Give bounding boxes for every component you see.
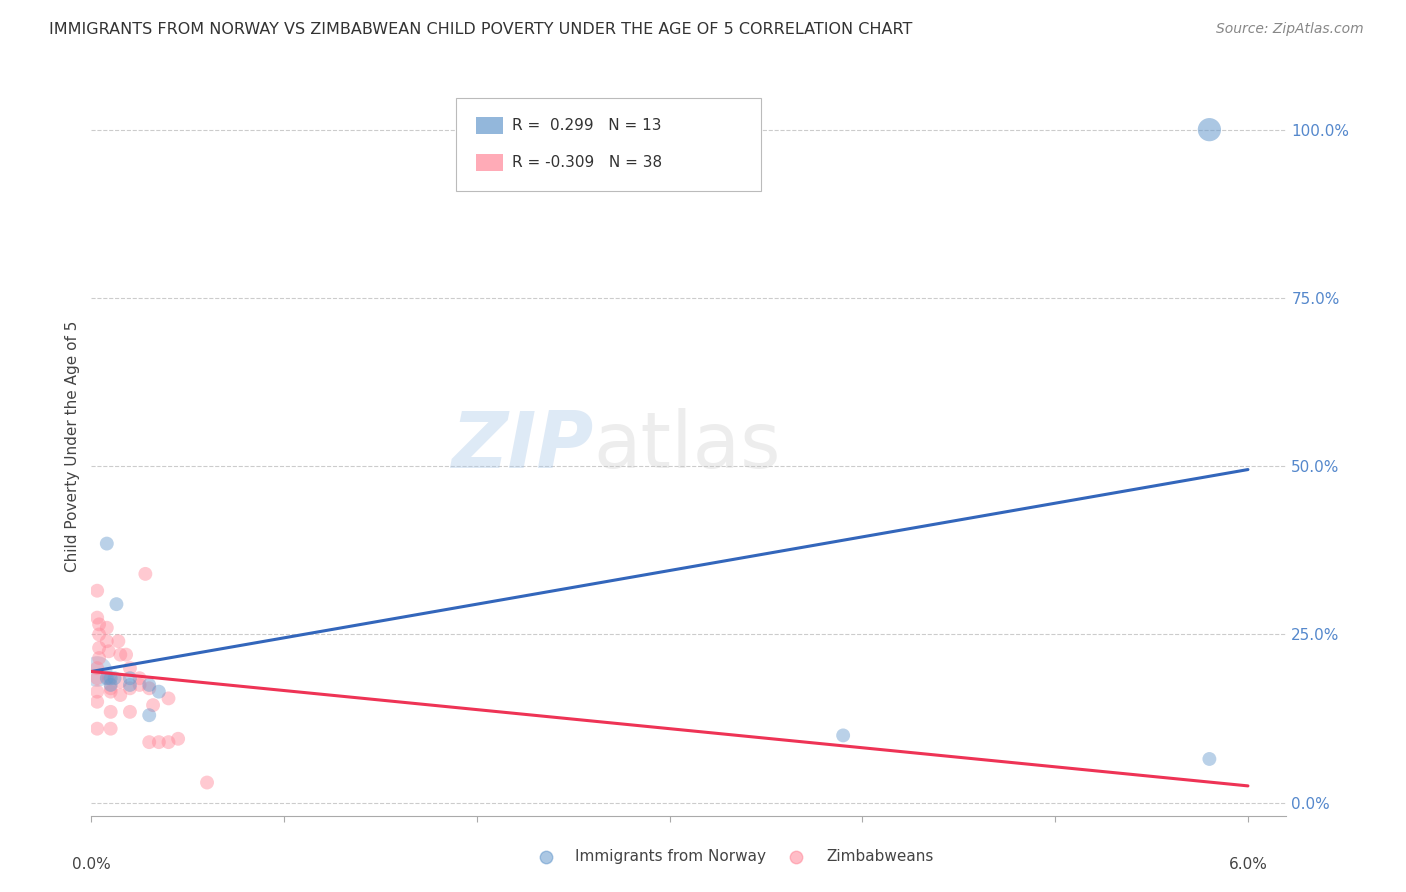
Point [138, 708, 160, 723]
Point [138, 735, 160, 749]
Point [100, 705, 122, 719]
Point [100, 671, 122, 685]
Text: Immigrants from Norway: Immigrants from Norway [575, 849, 766, 864]
Point [138, 678, 160, 692]
Point [96, 634, 118, 648]
Point [96, 536, 118, 550]
Point [118, 681, 141, 696]
Text: IMMIGRANTS FROM NORWAY VS ZIMBABWEAN CHILD POVERTY UNDER THE AGE OF 5 CORRELATIO: IMMIGRANTS FROM NORWAY VS ZIMBABWEAN CHI… [49, 22, 912, 37]
Point [142, 698, 165, 712]
Point [118, 678, 141, 692]
Point [87, 651, 110, 665]
Point [96, 671, 118, 685]
Point [86, 583, 108, 598]
Point [97, 671, 120, 685]
Point [86, 665, 108, 679]
Point [100, 678, 122, 692]
Text: Zimbabweans: Zimbabweans [827, 849, 934, 864]
Point [118, 661, 141, 675]
Text: R = -0.309   N = 38: R = -0.309 N = 38 [512, 155, 662, 170]
Point [128, 671, 150, 685]
Text: R =  0.299   N = 13: R = 0.299 N = 13 [512, 118, 662, 133]
Point [105, 597, 128, 611]
Point [86, 722, 108, 736]
Point [86, 695, 108, 709]
Point [87, 640, 110, 655]
Point [118, 705, 141, 719]
Point [86, 684, 108, 698]
Point [110, 674, 132, 689]
Point [134, 566, 156, 581]
Text: 6.0%: 6.0% [1229, 857, 1267, 871]
Point [110, 688, 132, 702]
Bar [477, 154, 502, 170]
Point [87, 627, 110, 641]
Point [128, 678, 150, 692]
Point [100, 681, 122, 696]
Point [86, 610, 108, 624]
Point [138, 681, 160, 696]
Point [148, 684, 170, 698]
Point [1198, 122, 1220, 136]
Point [100, 722, 122, 736]
Bar [477, 117, 502, 134]
Point [157, 735, 180, 749]
Point [115, 648, 138, 662]
Point [96, 621, 118, 635]
Text: atlas: atlas [593, 408, 780, 484]
Point [157, 691, 180, 706]
Point [107, 634, 129, 648]
Point [148, 735, 170, 749]
Point [87, 617, 110, 632]
FancyBboxPatch shape [456, 98, 761, 191]
Text: ZIP: ZIP [451, 408, 593, 484]
Point [167, 731, 190, 746]
Point [97, 644, 120, 658]
Point [1198, 752, 1220, 766]
Point [103, 671, 125, 685]
Point [86, 661, 108, 675]
Point [118, 671, 141, 685]
Y-axis label: Child Poverty Under the Age of 5: Child Poverty Under the Age of 5 [65, 320, 80, 572]
Point [195, 775, 218, 789]
Point [110, 648, 132, 662]
Point [86, 671, 108, 685]
Point [832, 728, 855, 742]
Text: Source: ZipAtlas.com: Source: ZipAtlas.com [1216, 22, 1364, 37]
Text: 0.0%: 0.0% [72, 857, 111, 871]
Point [100, 684, 122, 698]
